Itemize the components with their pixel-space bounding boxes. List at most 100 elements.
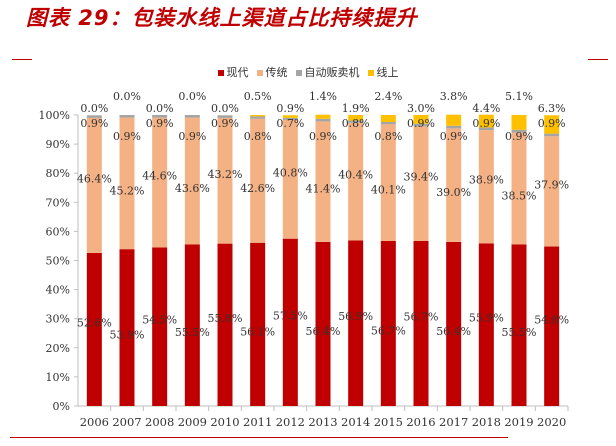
bar-segment-1 — [511, 132, 527, 245]
bar-segment-0 — [348, 240, 364, 406]
data-label: 0.5% — [244, 90, 272, 103]
bar-segment-1 — [413, 126, 429, 242]
data-label: 0.9% — [309, 130, 337, 143]
legend-swatch — [367, 70, 374, 76]
legend-swatch — [295, 70, 302, 76]
bar-segment-3 — [544, 115, 560, 134]
data-label: 40.1% — [371, 184, 406, 197]
legend-item: 线上 — [367, 66, 399, 79]
bar-segment-1 — [184, 117, 200, 245]
data-label: 56.9% — [338, 310, 373, 323]
data-label: 0.9% — [472, 117, 500, 130]
legend-label: 自动贩卖机 — [304, 66, 360, 79]
data-label: 4.4% — [472, 102, 500, 115]
data-label: 0.9% — [276, 102, 304, 115]
bar-segment-0 — [511, 244, 527, 406]
data-label: 1.4% — [309, 90, 337, 103]
data-label: 56.1% — [240, 325, 275, 338]
x-tick-label: 2017 — [439, 415, 468, 429]
y-tick-label: 60% — [46, 225, 70, 238]
bar-segment-2 — [380, 121, 396, 125]
bar-segment-2 — [86, 115, 102, 118]
bar-segment-2 — [282, 117, 298, 120]
bar-segment-1 — [380, 124, 396, 242]
bar-segment-1 — [217, 117, 233, 244]
legend-label: 线上 — [376, 66, 399, 79]
data-label: 0.9% — [113, 130, 141, 143]
bar-segment-2 — [184, 115, 200, 118]
data-label: 53.9% — [110, 329, 145, 342]
bar-segment-0 — [446, 241, 462, 406]
data-label: 44.6% — [142, 170, 177, 183]
bar-segment-2 — [119, 115, 135, 118]
data-label: 39.0% — [436, 186, 471, 199]
x-tick-label: 2010 — [210, 415, 239, 429]
x-tick-label: 2018 — [472, 415, 501, 429]
bar-segment-1 — [152, 117, 168, 248]
bar-segment-1 — [446, 128, 462, 242]
bar-segment-1 — [544, 136, 560, 247]
data-label: 0.9% — [80, 117, 108, 130]
figure-title: 图表 29：包装水线上渠道占比持续提升 — [26, 6, 418, 30]
data-label: 0.8% — [244, 130, 272, 143]
bar-segment-1 — [478, 130, 494, 244]
data-label: 46.4% — [77, 172, 112, 185]
bar-segment-0 — [380, 241, 396, 406]
data-label: 3.8% — [440, 90, 468, 103]
data-label: 0.0% — [113, 90, 141, 103]
bar-segment-1 — [315, 121, 331, 242]
data-label: 52.6% — [77, 316, 112, 329]
bar-segment-1 — [250, 118, 266, 243]
y-tick-label: 40% — [46, 284, 70, 297]
data-label: 38.5% — [502, 189, 537, 202]
y-tick-label: 90% — [46, 138, 70, 151]
data-label: 5.1% — [505, 90, 533, 103]
x-tick-label: 2016 — [406, 415, 435, 429]
y-tick-label: 80% — [46, 167, 70, 180]
data-label: 55.5% — [175, 326, 210, 339]
data-label: 38.9% — [469, 174, 504, 187]
data-label: 0.9% — [505, 130, 533, 143]
bar-segment-0 — [315, 241, 331, 406]
data-label: 42.6% — [240, 182, 275, 195]
bar-segment-0 — [152, 247, 168, 406]
data-label: 0.0% — [178, 90, 206, 103]
legend-item: 自动贩卖机 — [295, 66, 360, 79]
legend-label: 现代 — [226, 66, 249, 79]
data-label: 55.9% — [469, 312, 504, 325]
x-tick-label: 2008 — [145, 415, 174, 429]
header-rule-left — [12, 59, 32, 60]
data-label: 56.7% — [371, 325, 406, 338]
data-label: 43.6% — [175, 182, 210, 195]
bar-segment-0 — [413, 241, 429, 406]
data-label: 40.4% — [338, 169, 373, 182]
bar-segment-3 — [446, 114, 462, 126]
data-label: 0.8% — [374, 130, 402, 143]
y-tick-label: 50% — [46, 255, 70, 268]
bar-segment-2 — [478, 127, 494, 131]
bar-segment-1 — [86, 117, 102, 253]
bar-segment-3 — [250, 115, 266, 117]
bar-segment-2 — [152, 115, 168, 118]
data-label: 3.0% — [407, 102, 435, 115]
bar-segment-0 — [86, 252, 102, 406]
bar-segment-2 — [544, 133, 560, 137]
data-label: 45.2% — [110, 184, 145, 197]
data-label: 0.9% — [146, 117, 174, 130]
bar-segment-3 — [478, 114, 494, 128]
data-label: 0.8% — [342, 117, 370, 130]
x-tick-label: 2011 — [243, 415, 272, 429]
bar-segment-0 — [119, 249, 135, 406]
header-rule-right — [588, 59, 608, 60]
data-label: 56.4% — [306, 325, 341, 338]
data-label: 55.5% — [502, 326, 537, 339]
legend-swatch — [217, 70, 224, 76]
data-label: 55.8% — [208, 312, 243, 325]
x-tick-label: 2009 — [178, 415, 207, 429]
bar-segment-3 — [282, 115, 298, 118]
bar-segment-1 — [348, 122, 364, 241]
bar-segment-3 — [315, 114, 331, 119]
bar-segment-2 — [511, 129, 527, 133]
bar-segment-2 — [348, 120, 364, 123]
